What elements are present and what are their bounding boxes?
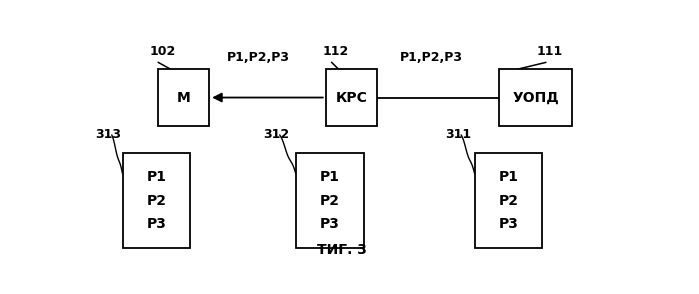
Text: 111: 111: [537, 45, 563, 58]
FancyBboxPatch shape: [296, 153, 363, 248]
Text: P1,P2,P3: P1,P2,P3: [226, 51, 289, 64]
Text: P3: P3: [147, 217, 166, 231]
Text: P1: P1: [147, 170, 166, 184]
Text: КРС: КРС: [336, 91, 368, 105]
Text: P2: P2: [147, 193, 166, 208]
Text: P1: P1: [498, 170, 519, 184]
Text: P2: P2: [498, 193, 519, 208]
Text: P2: P2: [320, 193, 340, 208]
FancyBboxPatch shape: [326, 69, 377, 126]
Text: P1,P2,P3: P1,P2,P3: [400, 51, 463, 64]
Text: P3: P3: [320, 217, 340, 231]
FancyBboxPatch shape: [499, 69, 572, 126]
Text: 312: 312: [264, 128, 289, 141]
Text: P3: P3: [498, 217, 519, 231]
FancyBboxPatch shape: [122, 153, 190, 248]
FancyBboxPatch shape: [158, 69, 209, 126]
Text: ΤИГ. 3: ΤИГ. 3: [317, 243, 367, 257]
Text: 311: 311: [445, 128, 471, 141]
Text: P1: P1: [320, 170, 340, 184]
Text: УОПД: УОПД: [512, 91, 559, 105]
Text: 112: 112: [323, 45, 350, 58]
Text: М: М: [177, 91, 190, 105]
Text: 102: 102: [150, 45, 176, 58]
FancyBboxPatch shape: [475, 153, 542, 248]
Text: 313: 313: [96, 128, 122, 141]
